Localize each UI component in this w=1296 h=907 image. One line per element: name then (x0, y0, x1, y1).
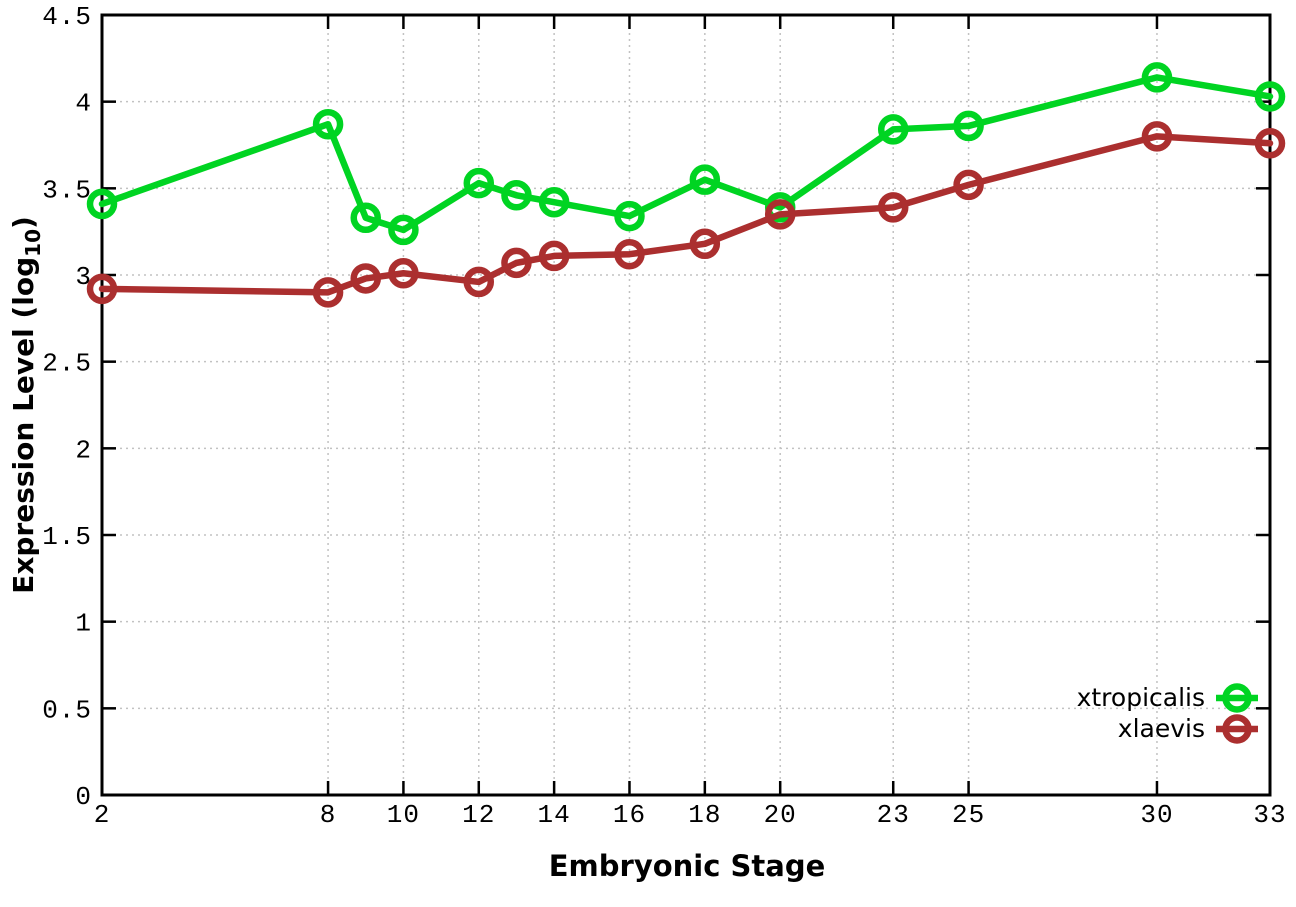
x-axis-label: Embryonic Stage (548, 849, 826, 883)
plot-border (100, 13, 1272, 797)
x-tick-label: 30 (1140, 800, 1173, 830)
legend-item-xlaevis: xlaevis (1118, 713, 1260, 744)
y-axis-label-suffix: ) (7, 216, 41, 229)
x-tick-label: 33 (1253, 800, 1286, 830)
legend: xtropicalis xlaevis (1077, 682, 1260, 744)
data-point-xtropicalis (312, 108, 344, 140)
legend-item-xtropicalis: xtropicalis (1077, 682, 1260, 713)
data-point-xtropicalis (1254, 81, 1286, 112)
x-tick-label: 20 (764, 800, 797, 830)
x-tick-label: 14 (538, 800, 571, 830)
y-tick-label: 2 (75, 435, 92, 465)
data-point-xlaevis (953, 169, 984, 201)
data-point-xtropicalis (388, 214, 419, 246)
y-tick-label: 1.5 (42, 522, 92, 552)
y-axis-label-subscript: 10 (20, 228, 45, 257)
data-point-xtropicalis (877, 114, 909, 145)
y-tick-label: 4.5 (42, 2, 92, 32)
legend-marker-xlaevis-icon (1216, 713, 1258, 744)
data-point-xlaevis (463, 266, 495, 298)
data-point-xlaevis (1254, 128, 1286, 159)
data-point-xtropicalis (463, 167, 495, 199)
y-tick-label: 2.5 (42, 349, 92, 379)
y-tick-label: 3.5 (42, 175, 92, 205)
legend-label-xlaevis: xlaevis (1117, 714, 1205, 743)
x-tick-label: 10 (387, 800, 420, 830)
data-point-xlaevis (764, 199, 796, 230)
data-point-xlaevis (877, 192, 909, 223)
data-point-xlaevis (689, 228, 721, 260)
legend-marker-xtropicalis-icon (1216, 682, 1258, 713)
legend-label-xtropicalis: xtropicalis (1076, 683, 1205, 712)
y-axis-label: Expression Level (log10) (7, 216, 45, 594)
x-tick-label: 2 (94, 800, 111, 830)
data-point-xtropicalis (689, 164, 721, 195)
data-point-xtropicalis (614, 200, 645, 232)
data-point-xtropicalis (350, 202, 381, 234)
data-point-xtropicalis (1141, 62, 1173, 93)
y-axis-label-text: Expression Level (log (7, 256, 41, 594)
data-point-xlaevis (538, 240, 570, 272)
data-point-xtropicalis (953, 110, 984, 142)
y-tick-label: 1 (75, 609, 92, 639)
data-point-xlaevis (350, 263, 381, 294)
y-tick-label: 4 (75, 89, 92, 119)
x-tick-label: 16 (613, 800, 646, 830)
data-point-xlaevis (312, 277, 344, 308)
x-tick-label: 8 (320, 800, 337, 830)
data-point-xlaevis (388, 258, 419, 289)
y-tick-label: 0.5 (42, 695, 92, 725)
data-point-xlaevis (1141, 121, 1173, 152)
x-tick-label: 12 (462, 800, 495, 830)
data-point-xtropicalis (86, 188, 118, 220)
data-point-xtropicalis (501, 180, 532, 211)
x-tick-label: 25 (952, 800, 985, 830)
y-tick-label: 0 (75, 782, 92, 812)
data-point-xlaevis (501, 247, 532, 279)
x-tick-label: 18 (688, 800, 721, 830)
data-point-xtropicalis (538, 186, 570, 218)
data-point-xlaevis (614, 238, 645, 270)
data-point-xlaevis (86, 273, 118, 305)
x-tick-label: 23 (877, 800, 910, 830)
series-line-xlaevis (98, 133, 1274, 296)
y-tick-label: 3 (75, 262, 92, 292)
